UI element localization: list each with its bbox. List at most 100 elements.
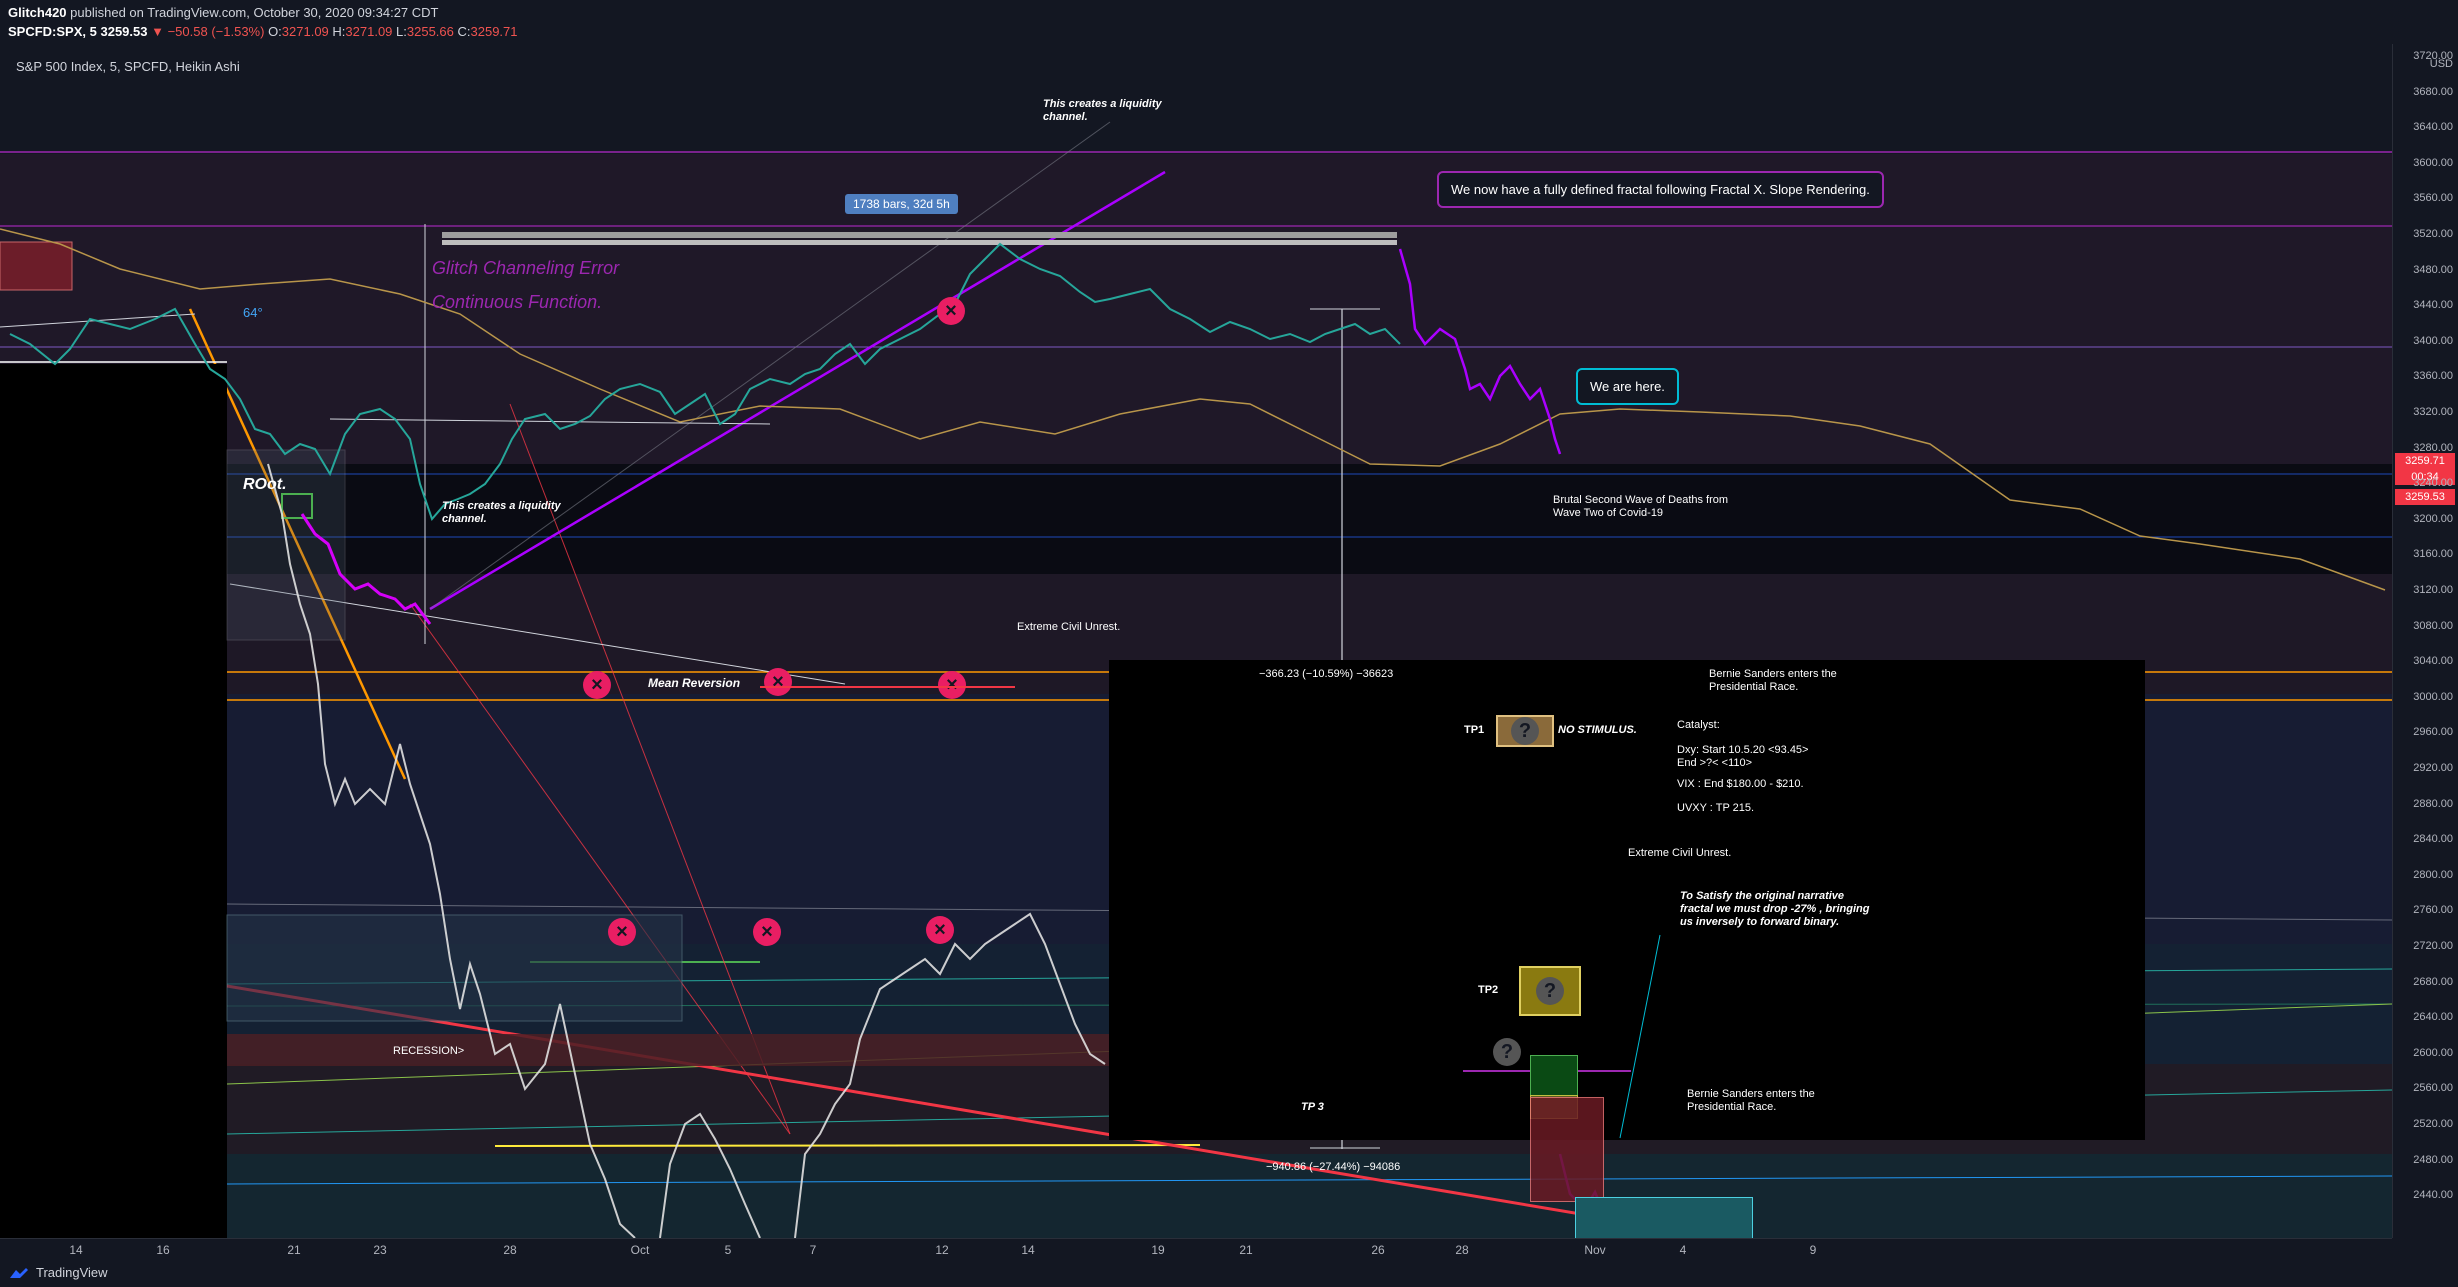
tradingview-icon <box>10 1267 28 1278</box>
published-date: published on TradingView.com, October 30… <box>70 5 439 20</box>
x-mark-3: × <box>764 668 792 696</box>
resistance-bar-1 <box>442 232 1397 238</box>
bernie-note-2: Bernie Sanders enters the Presidential R… <box>1687 1088 1815 1113</box>
scenario-panel: −366.23 (−10.59%) −36623 Bernie Sanders … <box>1109 660 2145 1140</box>
mean-reversion-label: Mean Reversion <box>648 676 741 690</box>
symbol: SPCFD:SPX, 5 <box>8 24 97 39</box>
extreme-civil-note-2: Extreme Civil Unrest. <box>1628 847 1732 859</box>
time-axis[interactable]: 14 16 21 23 28 Oct 5 7 12 14 19 21 26 28 Nov 4 9 <box>0 1238 2392 1261</box>
tp1-box: ? <box>1496 715 1554 747</box>
price-tick-label: 3040.00 <box>2413 655 2453 668</box>
price-tick-label: 3160.00 <box>2413 548 2453 561</box>
high-label: H: <box>332 24 346 39</box>
left-black-block <box>0 364 227 1238</box>
time-tick-label: 26 <box>1371 1243 1385 1257</box>
time-tick-label: 14 <box>1021 1243 1035 1257</box>
no-stimulus-label: NO STIMULUS. <box>1558 724 1637 736</box>
time-tick-label: 28 <box>503 1243 517 1257</box>
price-tick-label: 3400.00 <box>2413 334 2453 347</box>
price-tick-label: 2600.00 <box>2413 1046 2453 1059</box>
time-tick-label: 5 <box>724 1243 732 1257</box>
low-label: L: <box>396 24 407 39</box>
price-tick-label: 2480.00 <box>2413 1153 2453 1166</box>
x-mark-6: × <box>753 918 781 946</box>
price-axis[interactable]: USD 3259.71 00:34 3259.53 3720.00 3680.00… <box>2392 44 2458 1238</box>
price-tick-label: 2920.00 <box>2413 762 2453 774</box>
price-tick-label: 3640.00 <box>2413 121 2453 134</box>
red-diagonal-1 <box>509 403 791 1135</box>
recession-label: RECESSION> <box>393 1045 465 1057</box>
price-tick-label: 2800.00 <box>2413 868 2453 881</box>
x-mark-4: × <box>938 671 966 699</box>
price-tick-label: 2880.00 <box>2413 797 2453 810</box>
price-tick-label: 2720.00 <box>2413 940 2453 952</box>
brutal-wave-note: Brutal Second Wave of Deaths from Wave T… <box>1553 494 1729 519</box>
tp2-box: ? <box>1519 966 1581 1016</box>
liquidity-note-top: This creates a liquidity channel. <box>1043 98 1162 123</box>
teal-target-box <box>1575 1197 1753 1240</box>
price-tick-label: 2840.00 <box>2413 833 2453 846</box>
open-label: O: <box>268 24 282 39</box>
moving-average-line <box>0 228 2386 591</box>
author-name[interactable]: Glitch420 <box>8 5 67 20</box>
time-tick-label: 16 <box>156 1243 170 1257</box>
red-zone-box <box>0 241 73 291</box>
red-target-box <box>1530 1097 1604 1202</box>
time-tick-label: 21 <box>287 1243 301 1257</box>
price-tick-label: 2440.00 <box>2413 1189 2453 1202</box>
question-icon: ? <box>1493 1038 1521 1066</box>
root-label: ROot. <box>243 476 287 493</box>
question-icon: ? <box>1536 977 1564 1005</box>
extreme-civil-note-1: Extreme Civil Unrest. <box>1017 621 1121 633</box>
price-tick-label: 3480.00 <box>2413 263 2453 276</box>
price-tick-label: 3120.00 <box>2413 584 2453 596</box>
grey-channel-line <box>429 121 1111 610</box>
tradingview-logo[interactable]: TradingView <box>8 1265 108 1280</box>
price-tick-label: 3080.00 <box>2413 619 2453 632</box>
we-are-here-callout: We are here. <box>1576 368 1679 405</box>
price-tick-label: 3520.00 <box>2413 228 2453 240</box>
dxy-end-line: End >?< <110> <box>1677 757 1753 769</box>
time-tick-label: 14 <box>69 1243 83 1257</box>
price-tick-label: 3440.00 <box>2413 299 2453 312</box>
time-tick-label: 28 <box>1455 1243 1469 1257</box>
close-label: C: <box>457 24 471 39</box>
resistance-bar-2 <box>442 240 1397 245</box>
time-tick-label: 23 <box>373 1243 387 1257</box>
x-mark-7: × <box>926 916 954 944</box>
dxy-line: Dxy: Start 10.5.20 <93.45> <box>1677 744 1809 756</box>
continuous-function-label: Continuous Function. <box>432 292 603 312</box>
white-level-line <box>329 418 771 425</box>
blue-trend-line <box>226 1175 2392 1185</box>
projection-path-right <box>1398 248 1562 455</box>
price-tick-label: 2960.00 <box>2413 726 2453 739</box>
white-trend-line <box>229 583 846 685</box>
bars-range-label: 1738 bars, 32d 5h <box>845 194 958 214</box>
fractal-callout: We now have a fully defined fractal foll… <box>1437 171 1884 208</box>
cyan-pointer-line <box>1619 934 1661 1139</box>
root-green-box <box>281 493 313 519</box>
red-downtrend-line <box>226 984 1641 1226</box>
price-tick-label: 3600.00 <box>2413 156 2453 169</box>
change-value: ▼ −50.58 (−1.53%) <box>151 24 265 39</box>
price-path <box>9 242 1401 521</box>
mean-reversion-line <box>760 686 1015 688</box>
chart-pane[interactable]: S&P 500 Index, 5, SPCFD, Heikin Ashi 64°… <box>0 44 2392 1240</box>
recession-box <box>226 914 683 1022</box>
ohlc-line: SPCFD:SPX, 5 3259.53 ▼ −50.58 (−1.53%) O… <box>8 24 518 39</box>
low-value: 3255.66 <box>406 24 454 39</box>
fractal-overlay-path-2 <box>659 1112 761 1238</box>
price-tick-label: 3560.00 <box>2413 192 2453 205</box>
satisfy-note: To Satisfy the original narrative fracta… <box>1680 890 1870 928</box>
time-tick-label: 19 <box>1151 1243 1165 1257</box>
zone-band-upper <box>0 154 2392 464</box>
price-tick-label: 3360.00 <box>2413 370 2453 383</box>
time-tick-label: 21 <box>1239 1243 1253 1257</box>
close-value: 3259.71 <box>470 24 518 39</box>
price-tick-label: 3720.00 <box>2413 50 2453 62</box>
price-tag-close: 3259.53 <box>2395 489 2455 505</box>
tp3-label: TP 3 <box>1301 1101 1324 1113</box>
last-price: 3259.53 <box>100 24 148 39</box>
price-tick-label: 3320.00 <box>2413 406 2453 418</box>
price-tick-label: 3000.00 <box>2413 690 2453 703</box>
